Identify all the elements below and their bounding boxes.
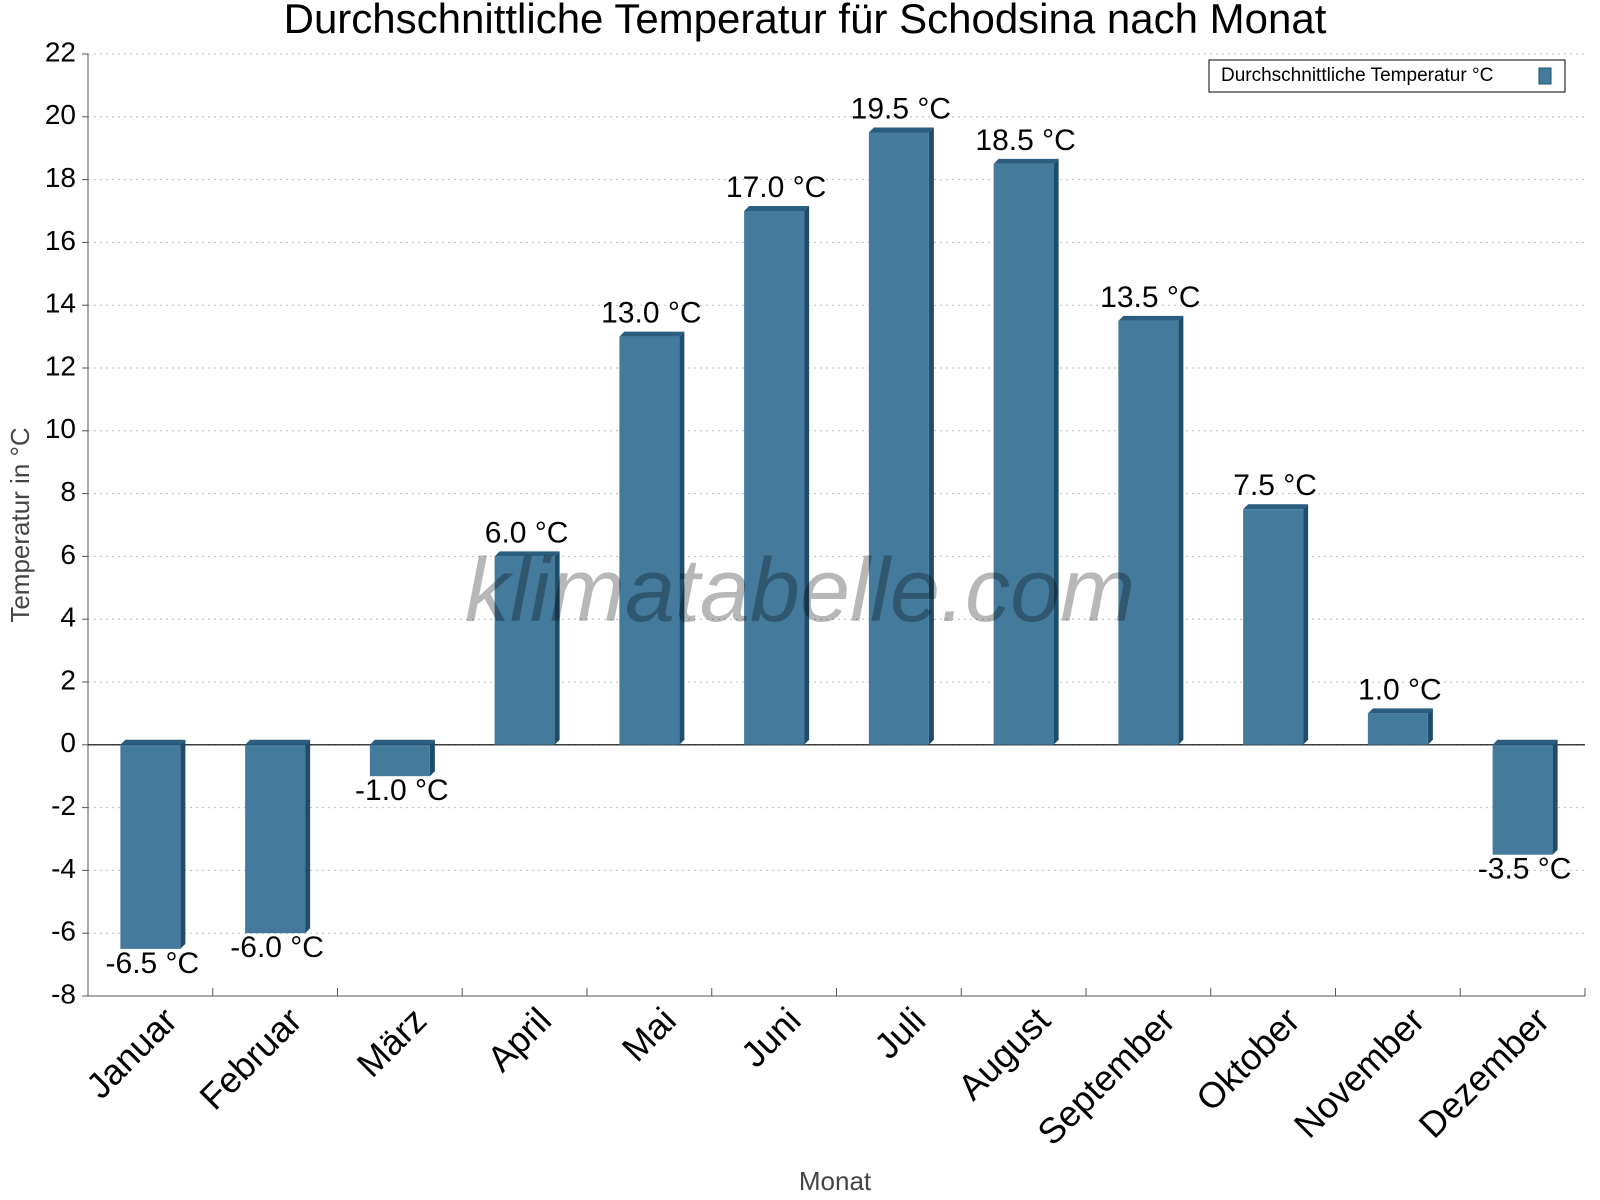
value-label: -1.0 °C — [355, 774, 449, 807]
y-tick-label: 10 — [45, 413, 76, 444]
bar-top — [868, 127, 934, 133]
bar-top — [494, 551, 560, 557]
legend: Durchschnittliche Temperatur °C — [1208, 59, 1566, 93]
bar — [1367, 713, 1428, 745]
legend-swatch — [1538, 67, 1552, 85]
x-tick-label: Juli — [866, 999, 933, 1066]
value-label: 13.0 °C — [601, 297, 701, 330]
x-tick-label: Januar — [78, 999, 185, 1106]
bar-depth — [679, 331, 685, 745]
bar-depth — [305, 739, 311, 934]
bar — [494, 556, 555, 745]
y-tick-label: 8 — [60, 476, 76, 507]
y-tick-label: 14 — [45, 288, 76, 319]
bar-depth — [928, 127, 934, 745]
value-label: -6.0 °C — [230, 931, 324, 964]
y-tick-label: 12 — [45, 350, 76, 381]
legend-box — [1208, 59, 1566, 93]
bar-top — [1243, 504, 1309, 510]
x-tick-label: April — [479, 999, 559, 1079]
value-label: 17.0 °C — [726, 171, 826, 204]
x-tick-label: Oktober — [1188, 999, 1308, 1119]
x-tick-label: März — [349, 999, 435, 1085]
y-tick-label: -6 — [51, 916, 76, 947]
x-tick-label: September — [1029, 999, 1183, 1153]
bar — [1243, 509, 1304, 745]
bar-depth — [804, 206, 810, 745]
bar-top — [245, 739, 311, 745]
x-tick-label: Mai — [614, 999, 684, 1069]
bar-top — [993, 158, 1059, 164]
value-label: -6.5 °C — [106, 947, 200, 980]
bar-top — [120, 739, 186, 745]
watermark: klimatabelle.com — [465, 541, 1135, 641]
value-label: 7.5 °C — [1233, 469, 1317, 502]
bar-top — [1118, 315, 1184, 321]
chart-title: Durchschnittliche Temperatur für Schodsi… — [284, 0, 1327, 42]
value-label: 6.0 °C — [485, 516, 569, 549]
value-label: -3.5 °C — [1478, 853, 1572, 886]
bar-depth — [1303, 504, 1309, 745]
x-tick-label: August — [950, 999, 1058, 1107]
bar — [1118, 320, 1179, 745]
bar — [369, 744, 430, 777]
bar — [744, 211, 805, 745]
legend-label: Durchschnittliche Temperatur °C — [1221, 65, 1493, 86]
bar-top — [369, 739, 435, 745]
x-tick-label: Juni — [733, 999, 809, 1075]
y-axis-title: Temperatur in °C — [5, 427, 35, 622]
bar-depth — [1178, 315, 1184, 745]
bar-depth — [180, 739, 186, 949]
bar-depth — [1427, 708, 1433, 745]
bar-depth — [554, 551, 560, 745]
bar-top — [619, 331, 685, 337]
value-label: 19.5 °C — [851, 92, 951, 125]
y-tick-label: 20 — [45, 99, 76, 130]
y-tick-label: 0 — [60, 727, 76, 758]
bar-top — [1492, 739, 1558, 745]
x-tick-label: November — [1286, 999, 1432, 1145]
x-tick-label: Dezember — [1411, 999, 1557, 1145]
y-tick-label: -4 — [51, 853, 76, 884]
bar-depth — [1053, 158, 1059, 745]
bar — [120, 744, 181, 949]
bar-depth — [429, 739, 435, 777]
bar — [868, 132, 929, 745]
value-label: 18.5 °C — [975, 124, 1075, 157]
y-tick-label: 16 — [45, 225, 76, 256]
value-label: 1.0 °C — [1358, 673, 1442, 706]
bar — [993, 163, 1054, 745]
bar — [245, 744, 306, 934]
y-tick-label: 4 — [60, 602, 76, 633]
y-tick-label: 6 — [60, 539, 76, 570]
bar — [1492, 744, 1553, 855]
bar-top — [1367, 708, 1433, 714]
y-tick-label: 22 — [45, 36, 76, 67]
y-tick-label: -2 — [51, 790, 76, 821]
y-tick-label: 2 — [60, 664, 76, 695]
bar — [619, 336, 680, 745]
y-tick-label: 18 — [45, 162, 76, 193]
bar-top — [744, 206, 810, 211]
value-label: 13.5 °C — [1100, 281, 1200, 314]
x-axis-title: Monat — [799, 1166, 872, 1196]
y-tick-label: -8 — [51, 978, 76, 1009]
x-tick-label: Februar — [191, 999, 309, 1117]
bar-depth — [1552, 739, 1558, 855]
